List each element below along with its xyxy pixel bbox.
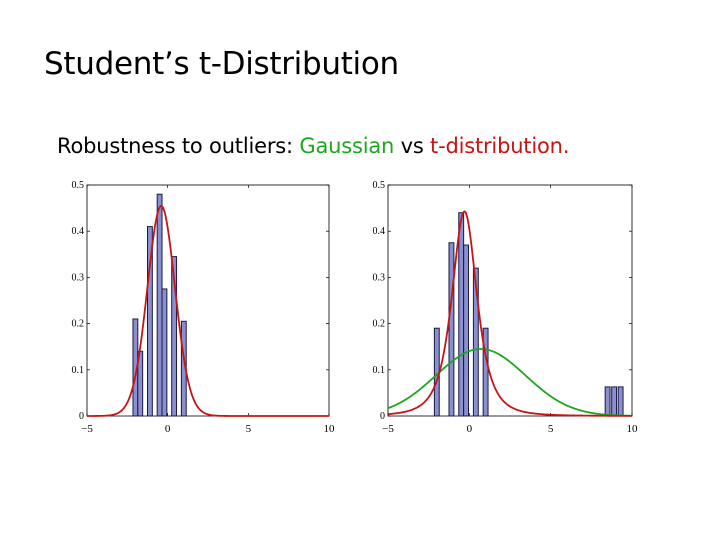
- series-line-gaussian: [387, 348, 633, 417]
- y-tick-label: 0: [79, 411, 84, 422]
- subtitle-gaussian: Gaussian: [299, 134, 395, 158]
- histogram-bar: [156, 193, 163, 417]
- histogram-bar: [604, 386, 611, 417]
- subtitle-tdist: t-distribution.: [430, 134, 570, 158]
- y-tick-label: 0.3: [373, 272, 386, 283]
- slide-subtitle: Robustness to outliers: Gaussian vs t-di…: [57, 134, 569, 158]
- x-tick-label: 10: [627, 423, 639, 435]
- histogram-bar: [463, 244, 470, 417]
- histogram-bar: [448, 242, 455, 417]
- x-tick-label: −5: [382, 423, 394, 435]
- plot-frame: [387, 184, 633, 417]
- y-tick-label: 0.2: [373, 319, 386, 330]
- subtitle-middle: vs: [394, 134, 431, 158]
- histogram-bar: [147, 226, 153, 417]
- x-tick-label: 0: [467, 423, 473, 435]
- y-tick-label: 0.2: [72, 319, 85, 330]
- chart-2: 00.10.20.30.40.5−5 0 5 10: [373, 180, 639, 435]
- histogram-bar: [171, 256, 178, 417]
- histogram-bar: [458, 212, 465, 417]
- y-tick-label: 0.4: [373, 226, 386, 237]
- slide-title: Student’s t-Distribution: [44, 46, 399, 82]
- plot-frame: [86, 184, 330, 417]
- y-tick-label: 0.1: [373, 365, 386, 376]
- y-tick-label: 0.4: [72, 226, 85, 237]
- y-tick-label: 0.5: [373, 180, 386, 191]
- x-tick-label: 10: [324, 423, 336, 435]
- y-tick-label: 0.3: [72, 272, 85, 283]
- series-line-t-distribution: [87, 204, 329, 417]
- x-tick-label: 5: [548, 423, 554, 435]
- chart-1: 00.10.20.30.40.5−5 0 5 10: [72, 180, 336, 435]
- histogram-bar: [611, 386, 618, 417]
- series-line-t-distribution: [387, 210, 632, 417]
- histogram-bar: [482, 327, 489, 417]
- x-tick-label: −5: [81, 423, 93, 435]
- y-tick-label: 0: [380, 411, 385, 422]
- histogram-bar: [617, 386, 624, 417]
- x-tick-label: 0: [165, 423, 171, 435]
- subtitle-prefix: Robustness to outliers:: [57, 134, 300, 158]
- histogram-bar: [472, 267, 479, 417]
- x-tick-label: 5: [246, 423, 252, 435]
- histogram-bar: [161, 288, 168, 417]
- y-tick-label: 0.1: [72, 365, 85, 376]
- y-tick-label: 0.5: [72, 180, 85, 191]
